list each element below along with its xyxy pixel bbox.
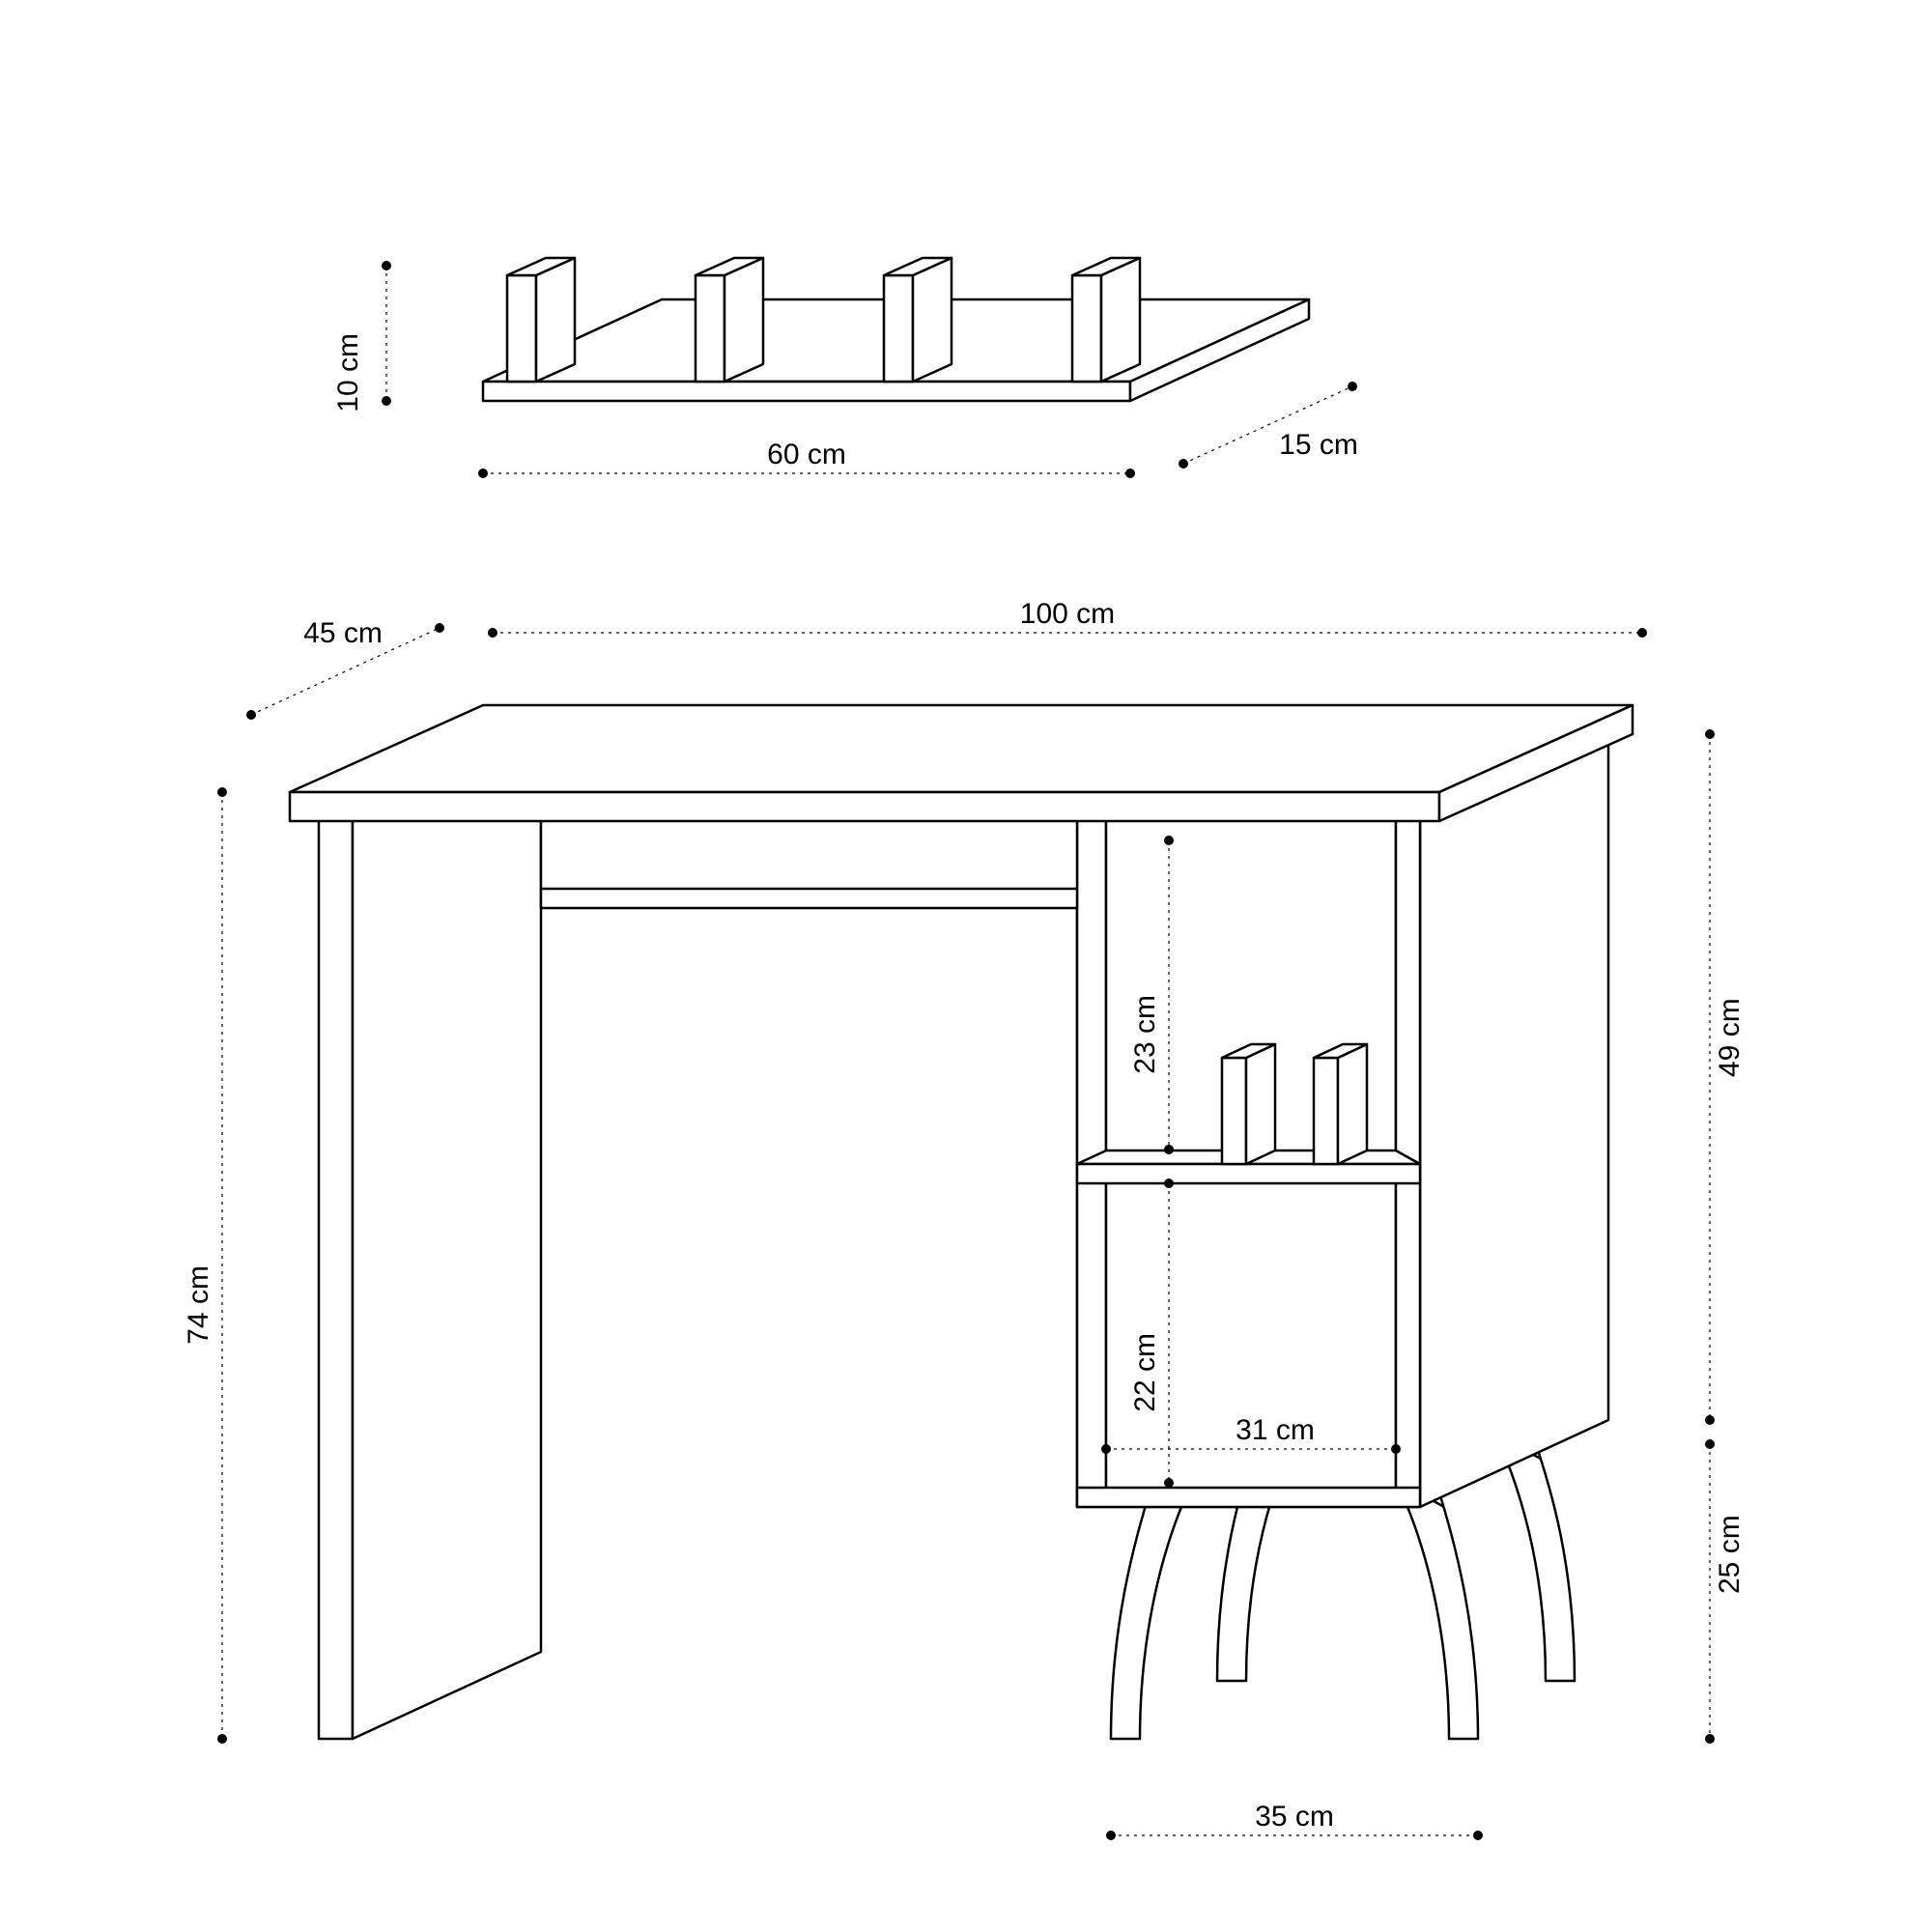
desk-dim-height: 74 cm [183, 787, 227, 1744]
dim-label: 22 cm [1129, 1333, 1161, 1412]
dim-label: 23 cm [1129, 995, 1161, 1074]
dim-label: 35 cm [1255, 1801, 1334, 1833]
desk-drawing [290, 705, 1633, 1739]
dim-label: 15 cm [1279, 429, 1358, 461]
shelf-drawing [483, 258, 1309, 401]
dim-label: 31 cm [1236, 1414, 1315, 1446]
shelf-dim-width: 60 cm [478, 439, 1135, 478]
dim-label: 25 cm [1714, 1515, 1746, 1594]
dim-label: 60 cm [767, 439, 846, 470]
shelf-dim-height: 10 cm [332, 261, 391, 412]
desk-dim-leg-height: 25 cm [1705, 1439, 1746, 1744]
desk-dim-depth: 45 cm [246, 617, 444, 720]
shelf-dim-depth: 15 cm [1179, 382, 1358, 469]
furniture-dimension-diagram: 10 cm 60 cm 15 cm [0, 0, 1932, 1932]
desk-dim-width: 100 cm [488, 598, 1647, 638]
dim-label: 49 cm [1714, 998, 1746, 1077]
dim-label: 74 cm [183, 1265, 214, 1345]
dim-label: 100 cm [1020, 598, 1115, 630]
dim-label: 45 cm [303, 617, 383, 649]
desk-dim-cabinet-height: 49 cm [1705, 729, 1746, 1425]
desk-dim-leg-span: 35 cm [1106, 1801, 1483, 1840]
dim-label: 10 cm [332, 333, 364, 412]
